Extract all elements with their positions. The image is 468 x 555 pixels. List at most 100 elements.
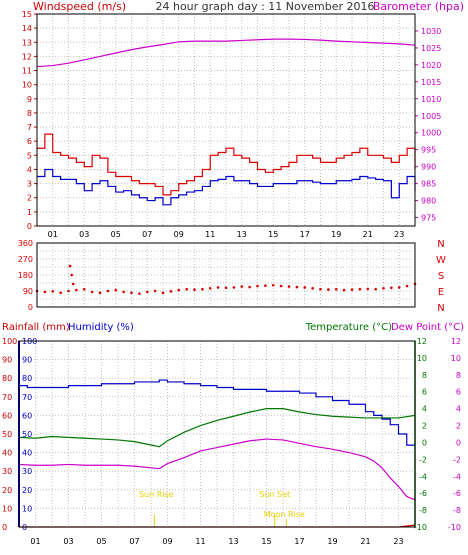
direction-point <box>106 289 110 293</box>
hour-tick-label: 01 <box>48 230 58 239</box>
dewpoint-tick-label: -4 <box>453 472 461 481</box>
wind-average-line <box>37 168 416 206</box>
direction-point <box>177 288 181 292</box>
rainfall-tick-label: 50 <box>2 430 12 439</box>
direction-point <box>256 284 259 288</box>
dewpoint-tick-label: 6 <box>456 388 461 397</box>
hour-tick-label: 03 <box>79 230 89 239</box>
direction-point <box>271 284 275 287</box>
temperature-tick-label: 0 <box>422 438 427 447</box>
baro-tick-label: 980 <box>421 197 436 206</box>
direction-point <box>350 288 354 291</box>
direction-point <box>232 286 236 289</box>
temperature-tick-label: 8 <box>422 371 427 380</box>
direction-tick-label: 270 <box>18 255 33 264</box>
direction-point <box>224 286 228 290</box>
direction-point <box>70 273 73 277</box>
humidity-tick-label: 10 <box>22 504 32 513</box>
temperature-tick-label: 10 <box>417 354 427 363</box>
temperature-tick-label: -4 <box>419 472 427 481</box>
rainfall-tick-label: 20 <box>2 486 12 495</box>
dewpoint-tick-label: 10 <box>451 354 461 363</box>
direction-point <box>248 285 251 289</box>
moonrise-label: Moon Rise <box>264 510 305 519</box>
rainfall-tick-label: 30 <box>2 467 12 476</box>
rainfall-tick-label: 100 <box>2 337 17 346</box>
humidity-tick-label: 60 <box>22 411 32 420</box>
compass-label: S <box>438 271 444 282</box>
humidity-tick-label: 20 <box>22 486 32 495</box>
direction-points <box>35 264 417 295</box>
hour-tick-label: 15 <box>261 537 271 546</box>
humidity-axis-title: Humidity (%) <box>68 322 134 333</box>
rainfall-tick-label: 60 <box>2 411 12 420</box>
direction-point <box>122 290 125 294</box>
rainfall-tick-label: 10 <box>2 504 12 513</box>
dewpoint-tick-label: 8 <box>456 371 461 380</box>
temperature-tick-label: 12 <box>417 337 427 346</box>
baro-y-tick-labels: 975 980 985 990 995 1000 1005 1010 1015 1020 1025 1… <box>415 27 441 223</box>
direction-point <box>138 292 141 295</box>
direction-panel-frame <box>36 242 416 308</box>
direction-point <box>216 286 220 289</box>
hour-tick-label: 07 <box>129 537 139 546</box>
hour-gridlines <box>52 14 400 226</box>
direction-tick-label: 360 <box>18 239 33 248</box>
barometer-axis-title: Barometer (hpa) <box>373 0 464 13</box>
wind-tick-label: 11 <box>22 67 32 76</box>
wind-tick-label: 3 <box>27 180 32 189</box>
temperature-axis-title: Temperature (°C) <box>305 322 392 333</box>
hour-tick-label: 13 <box>228 537 238 546</box>
direction-tick-label: 0 <box>28 303 33 312</box>
direction-point <box>264 284 267 287</box>
hour-tick-label: 17 <box>300 230 310 239</box>
direction-point <box>193 288 196 291</box>
rainfall-y-tick-labels: 0 10 20 30 40 50 60 70 80 90 100 <box>2 337 17 532</box>
direction-point <box>75 288 78 292</box>
humidity-tick-label: 50 <box>22 430 32 439</box>
temperature-tick-label: 6 <box>422 388 427 397</box>
barometer-line <box>36 38 416 68</box>
direction-point <box>71 282 75 286</box>
compass-label: N <box>437 239 444 250</box>
hour-tick-label: 13 <box>237 230 247 239</box>
dewpoint-line <box>18 438 416 501</box>
direction-point <box>342 288 346 292</box>
baro-tick-label: 1010 <box>421 95 441 104</box>
direction-point <box>303 286 307 289</box>
wind-tick-label: 7 <box>27 123 32 132</box>
temperature-tick-label: 4 <box>422 405 427 414</box>
direction-point <box>327 288 330 291</box>
windspeed-axis-title: Windspeed (m/s) <box>33 0 126 13</box>
wind-tick-label: 12 <box>22 52 32 61</box>
wind-tick-label: 14 <box>22 24 32 33</box>
direction-point <box>68 264 72 268</box>
direction-point <box>279 284 283 288</box>
direction-point <box>114 288 118 292</box>
rainfall-tick-label: 70 <box>2 393 12 402</box>
baro-tick-label: 1000 <box>421 129 441 138</box>
wind-tick-label: 10 <box>22 81 32 90</box>
humidity-tick-label: 40 <box>22 449 32 458</box>
hour-tick-label: 11 <box>195 537 205 546</box>
compass-label: E <box>438 287 444 298</box>
dewpoint-tick-label: 2 <box>456 422 461 431</box>
direction-point <box>67 289 70 293</box>
wind-tick-label: 2 <box>27 194 32 203</box>
wind-gust-line <box>37 133 416 196</box>
humidity-tick-label: 90 <box>22 356 32 365</box>
direction-point <box>145 290 149 294</box>
direction-point <box>405 284 409 288</box>
direction-point <box>161 291 165 295</box>
wind-panel-frame <box>36 13 416 227</box>
humidity-panel-frame <box>18 340 416 528</box>
hour-tick-label: 23 <box>394 230 404 239</box>
direction-point <box>287 285 291 288</box>
dewpoint-tick-label: -8 <box>453 506 461 515</box>
hour-tick-label: 19 <box>331 230 341 239</box>
dewpoint-tick-label: 0 <box>456 438 461 447</box>
wind-tick-label: 5 <box>27 151 32 160</box>
temperature-tick-label: -2 <box>419 455 427 464</box>
hour-tick-label: 09 <box>162 537 172 546</box>
